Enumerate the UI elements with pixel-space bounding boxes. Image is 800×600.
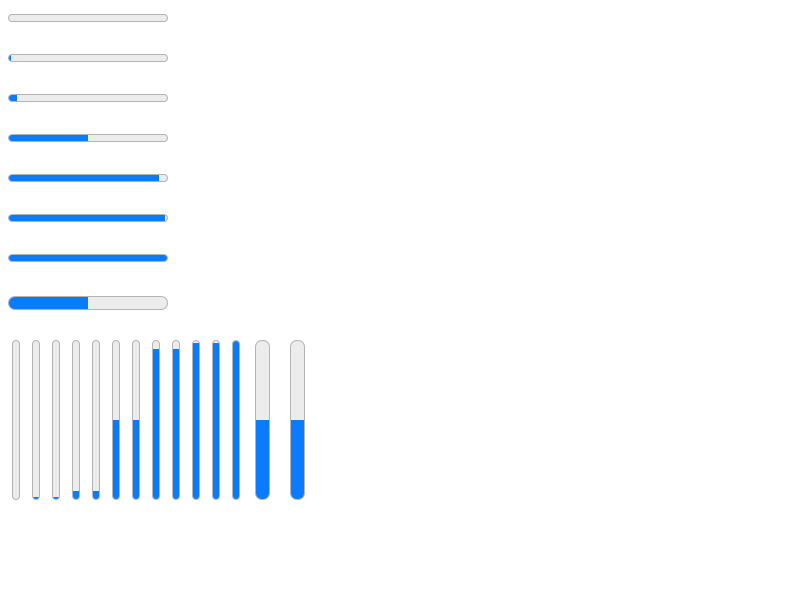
progress-fill	[256, 420, 269, 499]
vertical-progress-bar-5	[92, 340, 100, 500]
vertical-progress-bar-10	[192, 340, 200, 500]
horizontal-progress-bar-6	[8, 214, 168, 222]
horizontal-progress-bar-large	[8, 296, 168, 310]
progress-fill	[291, 420, 304, 499]
progress-fill	[9, 135, 88, 141]
vertical-progress-bar-8	[152, 340, 160, 500]
vertical-progress-bar-9	[172, 340, 180, 500]
progress-fill	[9, 215, 166, 221]
progress-fill	[173, 348, 179, 499]
progress-fill	[9, 95, 17, 101]
vertical-progress-bar-2	[32, 340, 40, 500]
progress-fill	[233, 341, 239, 499]
horizontal-progress-bar-1	[8, 14, 168, 22]
horizontal-progress-bar-5	[8, 174, 168, 182]
progress-fill	[153, 348, 159, 499]
horizontal-progress-bar-4	[8, 134, 168, 142]
horizontal-progress-bar-3	[8, 94, 168, 102]
vertical-progress-bar-7	[132, 340, 140, 500]
vertical-progress-bar-large-2	[290, 340, 305, 500]
horizontal-progress-bar-7	[8, 254, 168, 262]
progress-fill	[9, 55, 11, 61]
progress-fill	[9, 255, 167, 261]
progress-fill	[113, 420, 119, 499]
vertical-progress-bar-large-1	[255, 340, 270, 500]
progress-fill	[93, 491, 99, 499]
progress-fill	[133, 420, 139, 499]
progress-fill	[73, 491, 79, 499]
vertical-progress-bar-3	[52, 340, 60, 500]
progress-fill	[213, 342, 219, 499]
vertical-progress-bar-11	[212, 340, 220, 500]
horizontal-progress-bar-2	[8, 54, 168, 62]
progress-fill	[9, 297, 88, 309]
progress-fill	[53, 497, 59, 499]
vertical-progress-bar-12	[232, 340, 240, 500]
vertical-progress-bar-4	[72, 340, 80, 500]
vertical-progress-bar-6	[112, 340, 120, 500]
progress-fill	[9, 175, 160, 181]
progress-fill	[33, 497, 39, 499]
vertical-progress-bar-1	[12, 340, 20, 500]
progress-fill	[193, 342, 199, 499]
